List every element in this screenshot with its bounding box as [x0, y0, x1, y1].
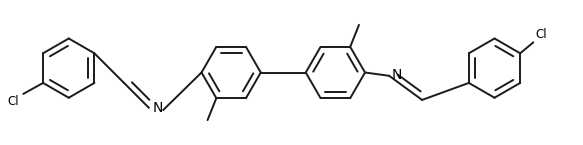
Text: Cl: Cl	[536, 28, 547, 41]
Text: Cl: Cl	[8, 95, 19, 108]
Text: N: N	[152, 101, 163, 115]
Text: N: N	[391, 68, 402, 82]
